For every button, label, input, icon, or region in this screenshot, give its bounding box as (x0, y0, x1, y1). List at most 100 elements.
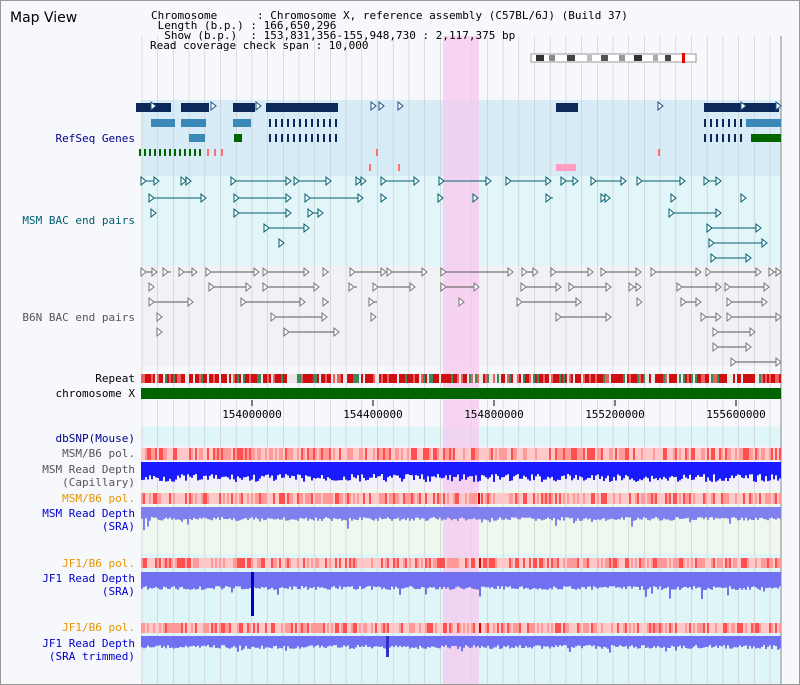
msm-capillary-depth (351, 462, 353, 475)
repeat-segment (297, 374, 299, 383)
track-label-repeat[interactable]: Repeat (95, 372, 135, 385)
jf1-trimmed-depth (639, 636, 641, 649)
msm-sra-depth (167, 507, 169, 520)
jf1-sra-depth (259, 572, 261, 589)
msm-pol-strip-2 (741, 493, 743, 504)
jf1-sra-depth (201, 572, 203, 590)
jf1-pol-strip-1 (283, 558, 285, 568)
jf1-sra-depth (281, 572, 283, 588)
track-label-jf1-pol-2[interactable]: JF1/B6 pol. (62, 621, 135, 634)
msm-pol-strip-1 (143, 448, 145, 460)
msm-pol-strip-2 (659, 493, 661, 504)
msm-pol-strip-1 (231, 448, 233, 460)
jf1-trimmed-depth (619, 636, 621, 646)
jf1-sra-depth (389, 572, 391, 590)
jf1-trimmed-depth (423, 636, 425, 649)
msm-sra-depth (393, 507, 395, 519)
track-label-msm-bac[interactable]: MSM BAC end pairs (22, 214, 135, 227)
msm-bac-end (360, 175, 367, 187)
jf1-trimmed-depth (623, 636, 625, 647)
track-label-dbsnp[interactable]: dbSNP(Mouse) (55, 432, 135, 445)
msm-capillary-depth (213, 462, 215, 479)
jf1-sra-depth (349, 572, 351, 587)
repeat-segment (687, 374, 689, 383)
jf1-trimmed-depth (661, 636, 663, 649)
track-label-jf1-depth-trimmed[interactable]: JF1 Read Depth (SRA trimmed) (42, 637, 135, 663)
jf1-pol-strip-1 (279, 558, 281, 568)
jf1-pol-strip-1 (549, 558, 551, 568)
msm-capillary-depth (643, 462, 645, 479)
jf1-pol-strip-2 (627, 623, 629, 633)
msm-pol-strip-2 (383, 493, 385, 504)
jf1-pol-strip-1 (657, 558, 659, 568)
msm-pol-strip-2 (175, 493, 177, 504)
msm-pol-strip-2 (375, 493, 377, 504)
msm-pol-strip-2 (649, 493, 651, 504)
refseq-gene (556, 103, 578, 112)
msm-sra-depth (155, 507, 157, 518)
b6n-bac-end (628, 281, 635, 293)
jf1-trimmed-depth (505, 636, 507, 648)
jf1-pol-strip-2 (657, 623, 659, 633)
track-label-refseq[interactable]: RefSeq Genes (55, 132, 135, 145)
jf1-pol-strip-2 (239, 623, 241, 633)
track-label-msm-pol-2[interactable]: MSM/B6 pol. (62, 492, 135, 505)
track-label-jf1-pol-1[interactable]: JF1/B6 pol. (62, 557, 135, 570)
jf1-pol-strip-1 (265, 558, 267, 568)
repeat-segment (769, 374, 771, 383)
msm-pol-strip-1 (255, 448, 257, 460)
jf1-pol-strip-1 (257, 558, 259, 568)
jf1-sra-depth (387, 572, 389, 590)
msm-sra-depth (615, 507, 617, 520)
jf1-pol-strip-1 (551, 558, 553, 568)
msm-sra-depth (549, 507, 551, 519)
jf1-trimmed-depth (325, 636, 327, 649)
msm-pol-strip-1 (669, 448, 671, 460)
repeat-segment (591, 374, 593, 383)
track-label-b6n-bac[interactable]: B6N BAC end pairs (22, 311, 135, 324)
msm-pol-strip-2 (303, 493, 305, 504)
msm-pol-strip-1 (157, 448, 159, 460)
jf1-sra-depth (763, 572, 765, 592)
repeat-segment (645, 374, 647, 383)
msm-pol-strip-1 (717, 448, 719, 460)
jf1-pol-strip-1 (681, 558, 683, 568)
msm-pol-strip-1 (577, 448, 579, 460)
msm-sra-depth (177, 507, 179, 520)
msm-capillary-depth (397, 462, 399, 476)
repeat-segment (643, 374, 645, 383)
jf1-pol-strip-2 (183, 623, 185, 633)
msm-capillary-depth (491, 462, 493, 475)
refseq-exon (311, 119, 313, 127)
msm-pol-strip-1 (569, 448, 571, 460)
msm-sra-depth (559, 507, 561, 521)
repeat-segment (303, 374, 305, 383)
b6n-bac-end (348, 281, 355, 293)
jf1-trimmed-depth (631, 636, 633, 646)
msm-capillary-depth (247, 462, 249, 477)
msm-pol-strip-1 (419, 448, 421, 460)
msm-pol-strip-1 (285, 448, 287, 460)
msm-bac-end (715, 207, 722, 219)
jf1-pol-strip-2 (339, 623, 341, 633)
jf1-trimmed-depth (141, 636, 143, 648)
msm-pol-strip-2 (713, 493, 715, 504)
jf1-trimmed-depth (483, 636, 485, 648)
msm-capillary-depth (375, 462, 377, 479)
track-label-msm-depth-capillary[interactable]: MSM Read Depth (Capillary) (42, 463, 135, 489)
jf1-pol-strip-2 (191, 623, 193, 633)
msm-sra-depth (429, 507, 431, 519)
repeat-segment (173, 374, 175, 383)
jf1-sra-depth (565, 572, 567, 587)
jf1-pol-strip-1 (389, 558, 391, 568)
jf1-sra-depth (497, 572, 499, 587)
track-label-jf1-depth-sra[interactable]: JF1 Read Depth (SRA) (42, 572, 135, 598)
track-label-msm-depth-sra[interactable]: MSM Read Depth (SRA) (42, 507, 135, 533)
jf1-pol-strip-2 (409, 623, 411, 633)
msm-bac-end (560, 175, 567, 187)
track-label-msm-pol-1[interactable]: MSM/B6 pol. (62, 447, 135, 460)
jf1-pol-strip-1 (489, 558, 491, 568)
msm-sra-depth (365, 507, 367, 518)
jf1-pol-strip-2 (149, 623, 151, 633)
